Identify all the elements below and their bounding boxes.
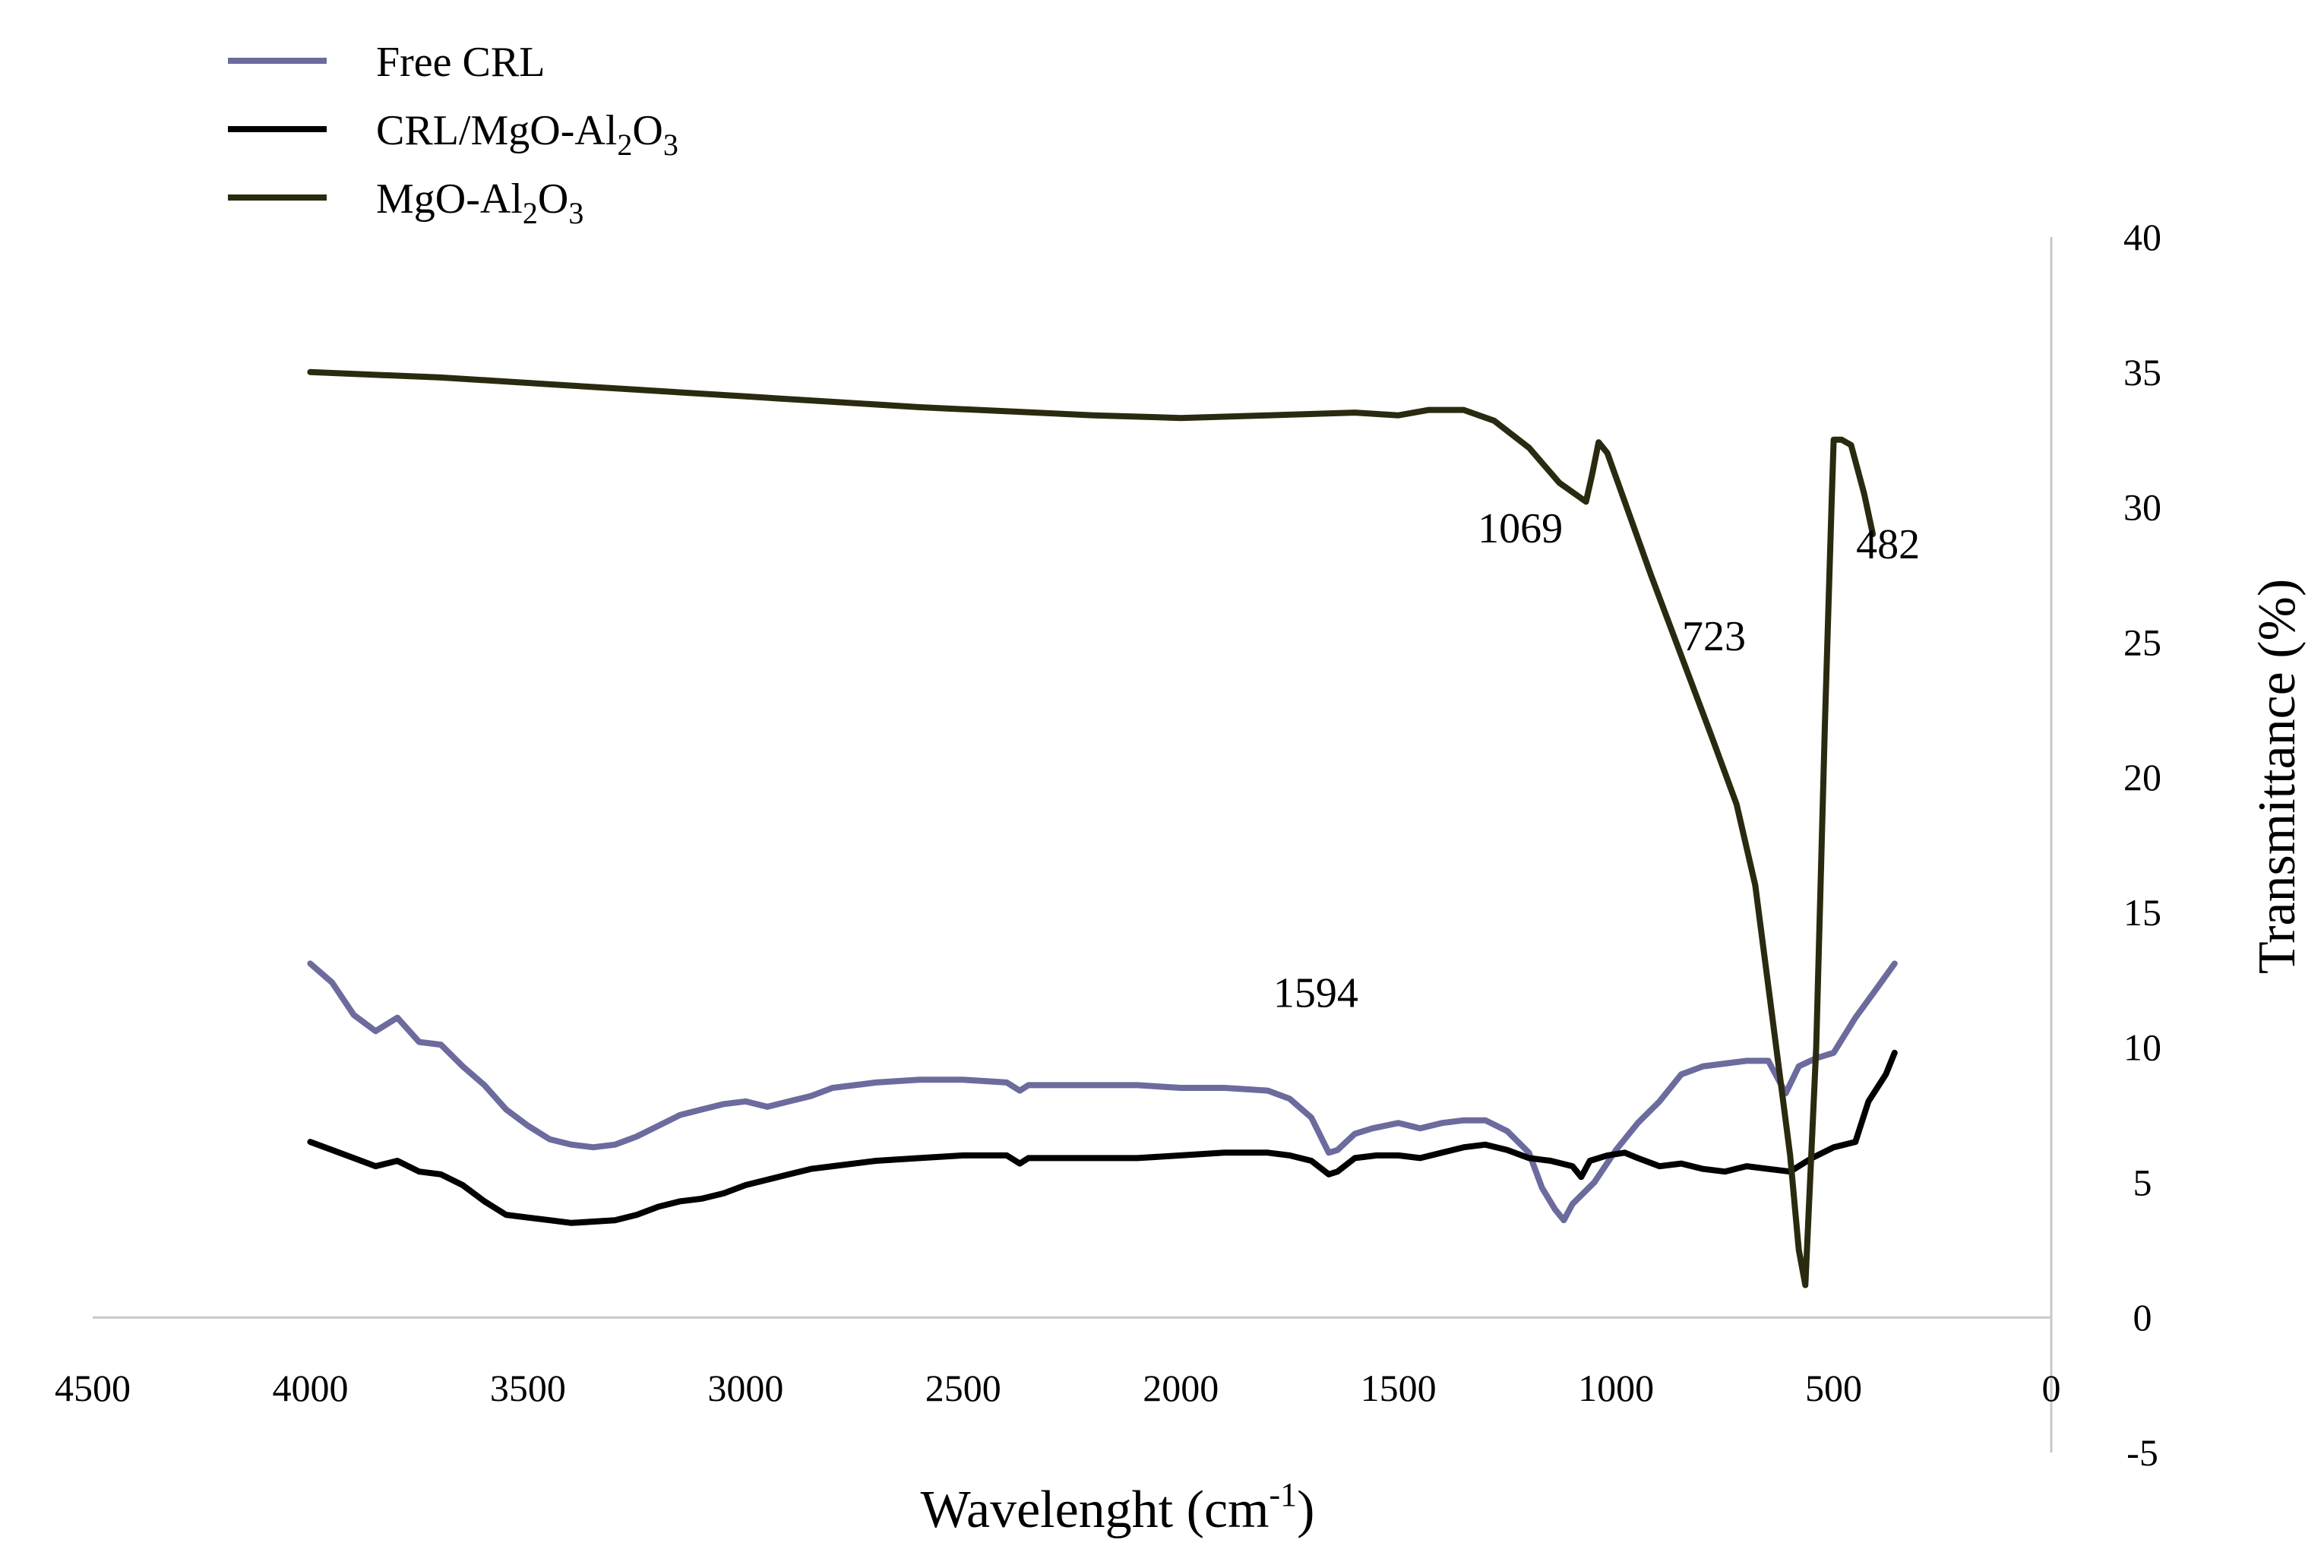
x-axis-title: Wavelenght (cm-1) <box>921 1476 1315 1539</box>
x-axis-title-close: ) <box>1297 1481 1314 1539</box>
y-tick-label: 10 <box>2123 1026 2161 1069</box>
annotations: 1069 723 482 1594 <box>1273 505 1920 1017</box>
x-tick-label: 500 <box>1805 1367 1862 1409</box>
legend-label: MgO-Al2O3 <box>376 175 583 230</box>
x-axis-ticks: 4500 4000 3500 3000 2500 2000 1500 1000 500 0 <box>55 1367 2061 1409</box>
series-line-0 <box>307 960 1898 1224</box>
y-axis-title: Transmittance (%) <box>2248 579 2307 974</box>
series-line-2 <box>307 368 1877 1288</box>
y-tick-label: 20 <box>2123 756 2161 798</box>
x-tick-label: 4500 <box>55 1367 131 1409</box>
axes <box>93 237 2053 1453</box>
peak-annotation: 1069 <box>1478 505 1563 552</box>
x-tick-label: 2000 <box>1143 1367 1219 1409</box>
series-layer <box>307 368 1898 1288</box>
legend: Free CRL CRL/MgO-Al2O3 MgO-Al2O3 <box>228 39 678 230</box>
series-line-1 <box>307 1049 1898 1226</box>
y-tick-label: 35 <box>2123 351 2161 394</box>
legend-label: CRL/MgO-Al2O3 <box>376 107 678 162</box>
x-tick-label: 0 <box>2042 1367 2061 1409</box>
y-tick-label: 40 <box>2123 216 2161 258</box>
y-tick-label: -5 <box>2126 1431 2158 1474</box>
x-tick-label: 3000 <box>707 1367 783 1409</box>
y-tick-label: 25 <box>2123 621 2161 663</box>
x-axis-title-sup: -1 <box>1269 1476 1297 1513</box>
x-tick-label: 4000 <box>272 1367 348 1409</box>
y-tick-label: 15 <box>2123 891 2161 934</box>
y-axis-ticks: -5 0 5 10 15 20 25 30 35 40 <box>2123 216 2161 1474</box>
peak-annotation: 482 <box>1856 521 1920 568</box>
peak-annotation: 1594 <box>1273 969 1358 1016</box>
x-tick-label: 2500 <box>925 1367 1001 1409</box>
peak-annotation: 723 <box>1682 613 1746 660</box>
y-tick-label: 30 <box>2123 486 2161 529</box>
x-tick-label: 1500 <box>1361 1367 1437 1409</box>
x-tick-label: 1000 <box>1578 1367 1654 1409</box>
x-tick-label: 3500 <box>490 1367 566 1409</box>
y-tick-label: 5 <box>2133 1161 2152 1203</box>
legend-label: Free CRL <box>376 39 545 86</box>
y-tick-label: 0 <box>2133 1296 2152 1339</box>
x-axis-title-text: Wavelenght (cm <box>921 1481 1270 1539</box>
